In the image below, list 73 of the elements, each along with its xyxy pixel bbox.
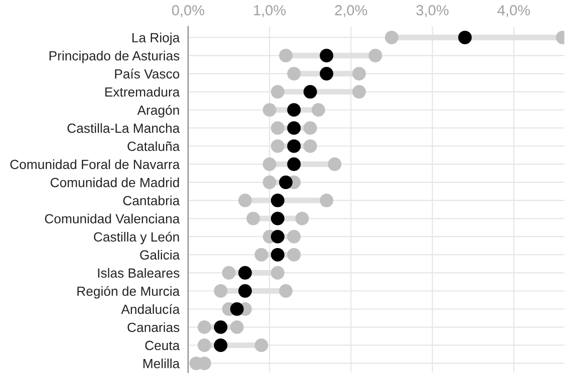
point (262, 157, 276, 171)
y-tick-label: Aragón (137, 105, 179, 118)
point (222, 266, 236, 280)
point (303, 85, 318, 99)
point (214, 338, 228, 352)
point (295, 212, 309, 226)
y-tick-label: Cataluña (128, 141, 180, 151)
point (320, 66, 334, 80)
point (238, 194, 252, 208)
y-tick-label: Comunidad de Madrid (50, 178, 179, 188)
y-tick-label: Castilla y León (94, 232, 179, 244)
point (270, 85, 284, 99)
x-tick-label: 3,0% (416, 5, 448, 18)
point (368, 48, 382, 62)
point (270, 230, 284, 244)
point (270, 266, 284, 280)
y-tick-label: Islas Baleares (98, 268, 180, 278)
y-tick-label: Comunidad Valenciana (44, 214, 180, 224)
point (287, 66, 301, 80)
x-tick-label: 4,0% (498, 5, 530, 18)
point (270, 139, 284, 153)
point (270, 212, 284, 226)
y-tick-label: Cantabria (123, 196, 180, 206)
point (262, 176, 276, 190)
point (303, 121, 318, 135)
point (320, 48, 334, 62)
y-tick-label: Castilla-La Mancha (68, 123, 180, 133)
point (254, 248, 268, 262)
y-tick-label: Región de Murcia (77, 286, 180, 299)
x-tick-label: 1,0% (254, 5, 286, 18)
point (270, 121, 284, 135)
y-tick-label: Extremadura (105, 86, 180, 97)
y-tick-label: Principado de Asturias (50, 50, 180, 64)
point (279, 176, 293, 190)
point (279, 284, 293, 298)
point (384, 30, 398, 44)
point (262, 103, 276, 117)
point (320, 194, 334, 208)
point (270, 248, 284, 262)
point (246, 212, 260, 226)
point (328, 157, 342, 171)
point (287, 248, 301, 262)
point (312, 103, 326, 117)
point (214, 284, 228, 298)
point (254, 338, 268, 352)
point (198, 320, 212, 334)
x-tick-label: 0,0% (172, 5, 204, 18)
y-tick-label: Ceuta (145, 340, 180, 350)
point (458, 30, 472, 44)
point (287, 103, 301, 117)
point (279, 48, 293, 62)
x-tick-label: 2,0% (335, 5, 368, 18)
point (287, 157, 301, 171)
point (287, 230, 301, 244)
point (287, 121, 301, 135)
point (352, 85, 366, 99)
point (198, 338, 212, 352)
point (303, 139, 318, 153)
y-tick-label: Andalucía (121, 304, 180, 314)
y-tick-label: Melilla (143, 358, 180, 368)
point (238, 266, 252, 280)
y-tick-label: La Rioja (132, 32, 180, 45)
point (352, 66, 366, 80)
y-tick-label: País Vasco (115, 68, 180, 79)
point (214, 320, 228, 334)
point (287, 139, 301, 153)
point (230, 320, 244, 334)
y-tick-label: Canarias (128, 322, 180, 332)
point (238, 284, 252, 298)
point (270, 194, 284, 208)
y-tick-label: Galicia (140, 250, 180, 260)
point (230, 302, 244, 316)
y-tick-label: Comunidad Foral de Navarra (10, 159, 180, 170)
